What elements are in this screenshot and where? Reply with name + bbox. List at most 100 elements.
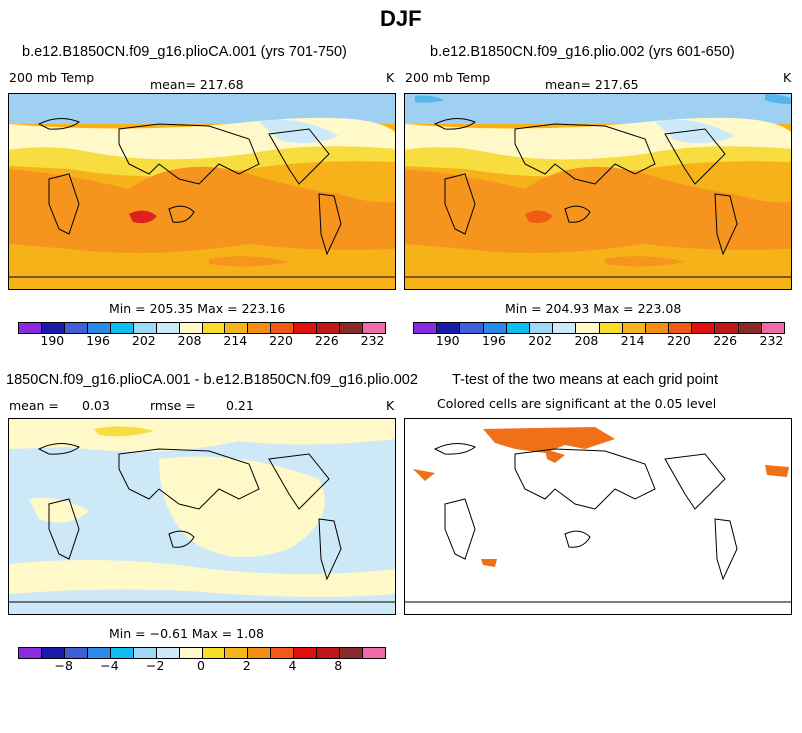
panel2-colorbar-swatch: [460, 323, 484, 333]
panel3-colorbar-tick-label: −8: [54, 658, 73, 673]
panel2-colorbar-swatch: [761, 323, 784, 333]
panel4-map: [404, 418, 792, 615]
panel3-colorbar-swatch: [248, 648, 272, 658]
panel3-colorbar-swatch: [179, 648, 203, 658]
panel3-colorbar-swatch: [19, 648, 42, 658]
panel2-map-svg: [405, 94, 791, 289]
panel2-colorbar-swatch: [553, 323, 577, 333]
panel2-colorbar-tick-label: 202: [528, 333, 553, 348]
panel3-map-svg: [9, 419, 395, 614]
panel3-colorbar-swatch: [225, 648, 249, 658]
panel1-colorbar: [18, 322, 386, 334]
panel1-colorbar-swatch: [87, 323, 111, 333]
panel3-colorbar-tick-label: −2: [146, 658, 165, 673]
panel1-colorbar-swatch: [156, 323, 180, 333]
panel1-colorbar-tick-label: 226: [314, 333, 339, 348]
panel2-colorbar-swatch: [692, 323, 716, 333]
panel1-colorbar-swatch: [225, 323, 249, 333]
panel2-colorbar-tick-label: 226: [713, 333, 738, 348]
panel1-colorbar-tick-label: 196: [86, 333, 110, 348]
panel3-colorbar-tick-label: 0: [197, 658, 205, 673]
panel2-colorbar-swatch: [437, 323, 461, 333]
panel3-mean-value: 0.03: [82, 398, 110, 413]
panel4-subtitle: Colored cells are significant at the 0.0…: [437, 396, 717, 411]
panel3-units: K: [386, 398, 395, 413]
panel1-mean: mean= 217.68: [150, 77, 244, 92]
panel2-map: [404, 93, 792, 290]
panel3-colorbar-swatch: [363, 648, 385, 658]
panel1-colorbar-tick-label: 202: [131, 333, 156, 348]
panel2-colorbar-swatch: [669, 323, 693, 333]
panel2-units: K: [783, 70, 792, 85]
panel3-colorbar-tick-label: 8: [334, 658, 343, 673]
panel2-colorbar-swatch: [506, 323, 530, 333]
panel2-colorbar-swatch: [414, 323, 438, 333]
panel1-colorbar-tick-label: 190: [40, 333, 65, 348]
panel1-colorbar-swatch: [133, 323, 157, 333]
panel3-map: [8, 418, 396, 615]
panel3-colorbar-swatch: [271, 648, 295, 658]
panel1-field: 200 mb Temp: [9, 70, 95, 85]
panel4-title: T-test of the two means at each grid poi…: [452, 372, 718, 388]
panel1-colorbar-ticks: 190 196 202 208 214 220 226 232: [18, 333, 384, 349]
panel1-title: b.e12.B1850CN.f09_g16.plioCA.001 (yrs 70…: [22, 44, 347, 60]
panel3-colorbar-swatch: [41, 648, 65, 658]
panel1-minmax: Min = 205.35 Max = 223.16: [109, 301, 286, 316]
panel2-colorbar-swatch: [576, 323, 600, 333]
panel1-colorbar-swatch: [110, 323, 134, 333]
panel2-colorbar-swatch: [738, 323, 762, 333]
panel3-colorbar-swatch: [294, 648, 318, 658]
panel2-colorbar-swatch: [599, 323, 623, 333]
panel2-minmax: Min = 204.93 Max = 223.08: [505, 301, 682, 316]
panel1-colorbar-swatch: [363, 323, 385, 333]
panel1-map: [8, 93, 396, 290]
panel3-colorbar-swatch: [317, 648, 341, 658]
panel2-colorbar-tick-label: 208: [574, 333, 599, 348]
panel2-mean: mean= 217.65: [545, 77, 639, 92]
panel2-colorbar-swatch: [645, 323, 670, 333]
panel3-colorbar-swatch: [64, 648, 88, 658]
panel3-rmse-value: 0.21: [226, 398, 254, 413]
panel2-colorbar-ticks: 190 196 202 208 214 220 226 232: [413, 333, 784, 349]
panel2-colorbar-tick-label: 190: [435, 333, 460, 348]
panel1-colorbar-swatch: [64, 323, 88, 333]
panel1-colorbar-swatch: [294, 323, 318, 333]
panel2-colorbar-tick-label: 232: [759, 333, 784, 348]
panel3-mean-label: mean =: [9, 398, 59, 413]
panel1-colorbar-swatch: [340, 323, 364, 333]
panel2-colorbar-swatch: [622, 323, 646, 333]
panel1-units: K: [386, 70, 395, 85]
panel2-field: 200 mb Temp: [405, 70, 491, 85]
panel3-colorbar: [18, 647, 386, 659]
panel2-colorbar-tick-label: 220: [667, 333, 691, 348]
panel3-colorbar-tick-label: −4: [100, 658, 119, 673]
panel3-colorbar-tick-label: 2: [242, 658, 251, 673]
panel3-colorbar-swatch: [133, 648, 157, 658]
panel3-colorbar-swatch: [340, 648, 364, 658]
panel2-colorbar-tick-label: 214: [620, 333, 645, 348]
panel1-colorbar-swatch: [19, 323, 42, 333]
panel2-title: b.e12.B1850CN.f09_g16.plio.002 (yrs 601-…: [430, 44, 735, 60]
panel3-colorbar-ticks: −8 −4 −2 0 2 4 8: [18, 658, 384, 674]
panel4-map-svg: [405, 419, 791, 614]
panel1-colorbar-swatch: [202, 323, 226, 333]
panel3-colorbar-swatch: [110, 648, 134, 658]
panel1-colorbar-swatch: [41, 323, 65, 333]
panel2-colorbar-swatch: [529, 323, 554, 333]
panel3-rmse-label: rmse =: [150, 398, 196, 413]
panel2-colorbar-tick-label: 196: [482, 333, 506, 348]
panel1-colorbar-tick-label: 214: [223, 333, 248, 348]
figure-title: DJF: [380, 6, 422, 31]
panel3-colorbar-swatch: [87, 648, 111, 658]
panel1-colorbar-swatch: [271, 323, 295, 333]
panel1-colorbar-tick-label: 220: [269, 333, 293, 348]
panel2-colorbar-swatch: [483, 323, 507, 333]
panel3-colorbar-swatch: [202, 648, 226, 658]
panel1-colorbar-swatch: [179, 323, 203, 333]
panel3-minmax: Min = −0.61 Max = 1.08: [109, 626, 264, 641]
panel1-colorbar-swatch: [248, 323, 272, 333]
panel3-colorbar-swatch: [156, 648, 180, 658]
panel1-colorbar-tick-label: 208: [177, 333, 202, 348]
panel3-title: 1850CN.f09_g16.plioCA.001 - b.e12.B1850C…: [6, 372, 418, 388]
panel1-colorbar-tick-label: 232: [360, 333, 385, 348]
